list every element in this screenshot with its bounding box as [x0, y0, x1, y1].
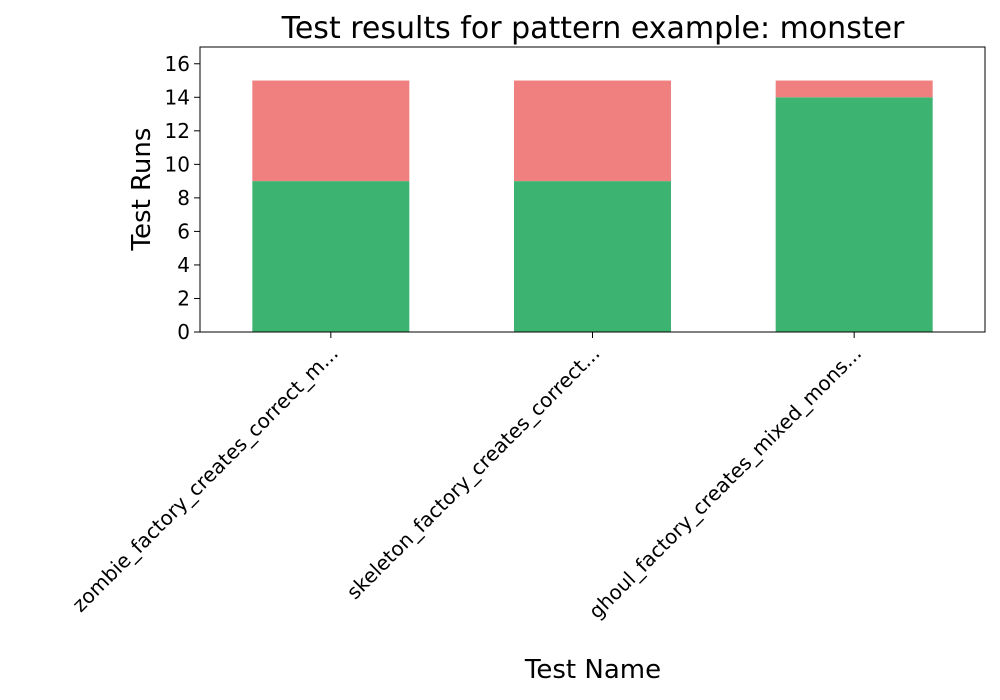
y-tick-label: 0 [177, 320, 190, 344]
y-tick-label: 2 [177, 286, 190, 310]
y-tick-label: 8 [177, 186, 190, 210]
y-axis: 0 2 4 6 8 10 12 14 16 [165, 52, 200, 344]
y-axis-label: Test Runs [127, 128, 157, 252]
y-tick-label: 16 [165, 52, 190, 76]
y-tick-label: 6 [177, 219, 190, 243]
bar-segment-1-0 [252, 80, 410, 182]
y-tick-label: 12 [165, 119, 190, 143]
y-tick-label: 14 [165, 85, 190, 109]
x-tick-label: skeleton_factory_creates_correct... [342, 341, 605, 604]
y-tick-label: 4 [177, 253, 190, 277]
bar-segment-0-2 [775, 97, 933, 332]
x-tick-label: zombie_factory_creates_correct_m... [67, 341, 343, 617]
x-tick-label: ghoul_factory_creates_mixed_mons... [584, 341, 866, 623]
x-axis-label: Test Name [524, 655, 661, 685]
y-tick-label: 10 [165, 152, 190, 176]
bar-segment-1-1 [514, 80, 671, 182]
bar-segment-1-2 [775, 80, 933, 98]
bar-segment-0-1 [514, 181, 671, 332]
bars-layer [252, 80, 933, 332]
chart-title: Test results for pattern example: monste… [281, 11, 905, 46]
bar-segment-0-0 [252, 181, 410, 332]
x-axis: zombie_factory_creates_correct_m...skele… [67, 332, 866, 623]
